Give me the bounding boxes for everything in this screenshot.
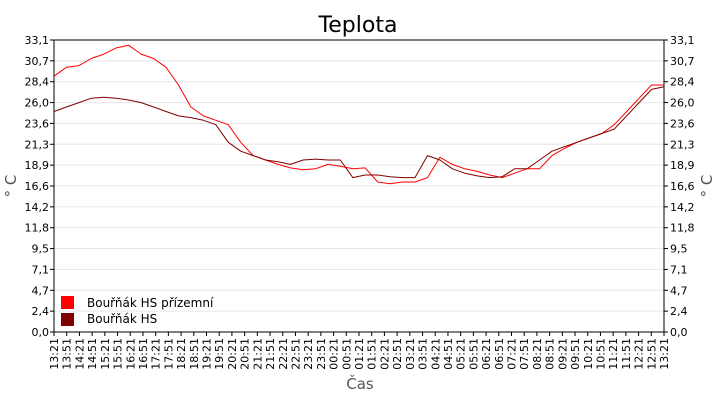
x-tick-label: 22:51: [289, 338, 302, 370]
y-tick-label-right: 11,8: [670, 222, 695, 235]
grid-lines: [54, 60, 664, 312]
legend-label-2: Bouřňák HS: [87, 312, 157, 326]
legend-swatch-1: [61, 296, 74, 309]
y-tick-label-left: 16,6: [25, 180, 50, 193]
x-tick-label: 07:51: [518, 338, 531, 370]
y-axis-left: 0,0 2,4 4,7 7,1 9,5 11,8 14,2 16,6 18,9 21,3 23,6 2…: [25, 34, 54, 339]
x-tick-label: 03:21: [404, 338, 417, 370]
x-tick-label: 10:21: [582, 338, 595, 370]
chart-title: Teplota: [318, 13, 398, 38]
x-axis: 13:21 13:51 14:21 14:51 15:21 15:51 16:21 16:51…: [48, 332, 671, 370]
y-tick-label-left: 18,9: [25, 159, 50, 172]
legend: Bouřňák HS přízemní Bouřňák HS: [61, 296, 214, 326]
x-tick-label: 04:51: [442, 338, 455, 370]
y-axis-right: 0,0 2,4 4,7 7,1 9,5 11,8 14,2 16,6 18,9 21,3 23,6 2…: [664, 34, 695, 339]
x-tick-label: 21:51: [264, 338, 277, 370]
x-tick-label: 20:51: [239, 338, 252, 370]
y-tick-label-left: 21,3: [25, 138, 50, 151]
x-tick-label: 22:21: [277, 338, 290, 370]
x-tick-label: 12:51: [645, 338, 658, 370]
series-line-2: [53, 86, 665, 179]
y-tick-label-left: 7,1: [32, 263, 50, 276]
y-tick-label-right: 7,1: [670, 263, 688, 276]
x-tick-label: 02:21: [378, 338, 391, 370]
series-layer: [53, 44, 665, 185]
x-tick-label: 02:51: [391, 338, 404, 370]
y-tick-label-right: 26,0: [670, 97, 695, 110]
y-tick-label-left: 0,0: [32, 326, 50, 339]
x-tick-label: 18:21: [175, 338, 188, 370]
y-tick-label-right: 0,0: [670, 326, 688, 339]
y-tick-label-right: 2,4: [670, 305, 688, 318]
x-tick-label: 19:51: [213, 338, 226, 370]
y-tick-label-left: 26,0: [25, 97, 50, 110]
x-tick-label: 23:51: [315, 338, 328, 370]
y-tick-label-right: 28,4: [670, 76, 695, 89]
x-tick-label: 03:51: [417, 338, 430, 370]
x-axis-title: Čas: [346, 374, 374, 393]
y-tick-label-right: 18,9: [670, 159, 695, 172]
y-axis-title-left: ° C: [2, 175, 20, 198]
x-tick-label: 01:21: [353, 338, 366, 370]
y-tick-label-left: 11,8: [25, 222, 50, 235]
x-tick-label: 05:51: [467, 338, 480, 370]
y-tick-label-left: 23,6: [25, 117, 50, 130]
x-tick-label: 09:51: [569, 338, 582, 370]
x-tick-label: 12:21: [633, 338, 646, 370]
y-tick-label-left: 33,1: [25, 34, 50, 47]
x-tick-label: 08:51: [544, 338, 557, 370]
series-line-1: [53, 44, 664, 185]
x-tick-label: 14:51: [86, 338, 99, 370]
x-tick-label: 11:21: [607, 338, 620, 370]
x-tick-label: 15:21: [99, 338, 112, 370]
y-tick-label-left: 9,5: [32, 243, 50, 256]
x-tick-label: 07:21: [506, 338, 519, 370]
x-tick-label: 10:51: [594, 338, 607, 370]
x-tick-label: 00:21: [328, 338, 341, 370]
x-tick-label: 06:21: [480, 338, 493, 370]
x-tick-label: 09:21: [556, 338, 569, 370]
x-tick-label: 01:51: [366, 338, 379, 370]
y-axis-title-right: ° C: [698, 175, 716, 198]
x-tick-label: 13:21: [658, 338, 671, 370]
x-tick-label: 15:51: [112, 338, 125, 370]
y-tick-label-right: 23,6: [670, 117, 695, 130]
x-tick-label: 11:51: [620, 338, 633, 370]
x-tick-label: 04:21: [429, 338, 442, 370]
x-tick-label: 13:21: [48, 338, 61, 370]
y-tick-label-right: 9,5: [670, 243, 688, 256]
y-tick-label-right: 21,3: [670, 138, 695, 151]
y-tick-label-left: 14,2: [25, 201, 50, 214]
x-tick-label: 06:51: [493, 338, 506, 370]
y-tick-label-right: 4,7: [670, 284, 688, 297]
legend-swatch-2: [61, 313, 74, 326]
x-tick-label: 17:21: [150, 338, 163, 370]
x-tick-label: 00:51: [340, 338, 353, 370]
x-tick-label: 21:21: [251, 338, 264, 370]
y-tick-label-right: 16,6: [670, 180, 695, 193]
legend-label-1: Bouřňák HS přízemní: [87, 296, 214, 310]
x-tick-label: 16:51: [137, 338, 150, 370]
y-tick-label-right: 30,7: [670, 55, 695, 68]
x-tick-label: 20:21: [226, 338, 239, 370]
y-tick-label-right: 14,2: [670, 201, 695, 214]
y-tick-label-right: 33,1: [670, 34, 695, 47]
y-tick-label-left: 30,7: [25, 55, 50, 68]
x-tick-label: 18:51: [188, 338, 201, 370]
y-tick-label-left: 2,4: [32, 305, 50, 318]
x-tick-label: 16:21: [124, 338, 137, 370]
x-tick-label: 05:21: [455, 338, 468, 370]
x-tick-label: 08:21: [531, 338, 544, 370]
x-tick-label: 23:21: [302, 338, 315, 370]
x-tick-label: 13:51: [61, 338, 74, 370]
y-tick-label-left: 4,7: [32, 284, 50, 297]
x-tick-label: 14:21: [73, 338, 86, 370]
x-tick-label: 19:21: [201, 338, 214, 370]
y-tick-label-left: 28,4: [25, 76, 50, 89]
x-tick-label: 17:51: [162, 338, 175, 370]
